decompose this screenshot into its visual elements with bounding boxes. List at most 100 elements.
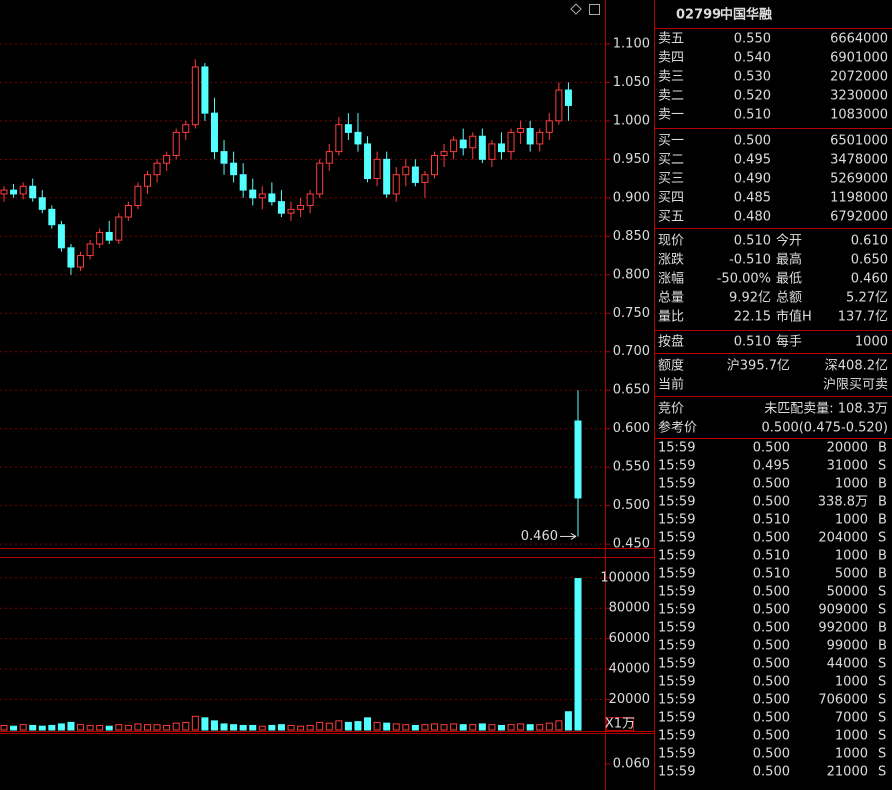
volume-bar xyxy=(210,720,218,731)
unit-label: X1万 xyxy=(605,717,635,732)
trade-side: S xyxy=(878,531,886,546)
trade-price: 0.510 xyxy=(753,567,790,582)
trade-side: B xyxy=(878,549,887,564)
candle-body xyxy=(38,197,46,210)
candle-body xyxy=(459,139,467,149)
volume-bar xyxy=(316,721,324,731)
volume-bar xyxy=(67,721,75,731)
candle-body xyxy=(134,185,142,206)
quote-cell: 涨幅 xyxy=(658,272,684,287)
trade-price: 0.495 xyxy=(753,459,790,474)
volume-bar xyxy=(488,724,496,731)
candle-body xyxy=(268,193,276,203)
volume-bar xyxy=(10,725,18,731)
candle-body xyxy=(364,143,372,180)
annotation-arrowhead xyxy=(570,533,577,540)
quote-cell: 总额 xyxy=(776,291,802,306)
trade-side: B xyxy=(878,495,887,510)
volume-bar xyxy=(268,724,276,731)
book-label: 买三 xyxy=(658,172,684,187)
volume-bar xyxy=(287,724,295,731)
candle-body xyxy=(239,174,247,191)
candle-body xyxy=(517,128,525,133)
trade-side: S xyxy=(878,747,886,762)
candle-body xyxy=(144,174,151,187)
candle-body xyxy=(440,151,448,156)
trade-volume: 1000 xyxy=(835,513,868,528)
quote-cell: 量比 xyxy=(658,310,684,325)
trade-volume: 31000 xyxy=(827,459,868,474)
volume-bar xyxy=(373,721,381,731)
candle-body xyxy=(297,205,305,210)
trade-time: 15:59 xyxy=(658,729,695,744)
trade-time: 15:59 xyxy=(658,621,695,636)
trade-volume: 1000 xyxy=(835,477,868,492)
candle-body xyxy=(163,154,171,164)
book-price: 0.495 xyxy=(734,153,771,168)
volume-bar xyxy=(478,723,486,731)
quote-cell: 未匹配卖量: 108.3万 xyxy=(764,402,888,417)
volume-bar xyxy=(383,722,391,731)
volume-bar xyxy=(220,723,228,731)
book-label: 卖四 xyxy=(658,51,684,66)
book-label: 卖二 xyxy=(658,89,684,104)
candle-body xyxy=(411,166,419,183)
book-price: 0.520 xyxy=(734,89,771,104)
y-tick-label: 0.500 xyxy=(613,498,650,513)
quote-cell: 竞价 xyxy=(658,401,684,417)
candle-body xyxy=(536,131,544,145)
volume-bar xyxy=(144,724,151,731)
volume-bar xyxy=(96,724,104,731)
book-label: 买二 xyxy=(658,153,684,168)
book-volume: 6792000 xyxy=(830,210,888,225)
candle-body xyxy=(77,255,85,268)
volume-bar xyxy=(421,724,429,731)
candle-body xyxy=(488,143,496,160)
candle-body xyxy=(497,143,505,153)
candle-body xyxy=(210,112,218,153)
volume-bar xyxy=(277,724,285,731)
candle-body xyxy=(431,154,438,176)
trade-time: 15:59 xyxy=(658,693,695,708)
quote-cell: 沪395.7亿 xyxy=(727,358,790,374)
volume-bar xyxy=(459,724,467,731)
quote-cell: 按盘 xyxy=(658,334,684,350)
volume-bar xyxy=(440,724,448,731)
book-volume: 6664000 xyxy=(830,32,888,47)
trade-price: 0.500 xyxy=(753,621,790,636)
quote-cell: 0.500(0.475-0.520) xyxy=(762,421,888,436)
candle-body xyxy=(545,120,553,133)
annotation: 0.460 xyxy=(521,529,558,544)
volume-bar xyxy=(335,720,343,731)
volume-bar xyxy=(364,717,372,731)
candle-body xyxy=(182,124,190,133)
trade-side: S xyxy=(878,657,886,672)
trade-price: 0.510 xyxy=(753,549,790,564)
candle-body xyxy=(48,208,56,226)
book-price: 0.480 xyxy=(734,210,771,225)
diamond-icon[interactable] xyxy=(570,3,582,15)
candle-body xyxy=(249,189,257,199)
volume-bar xyxy=(172,722,180,731)
trade-time: 15:59 xyxy=(658,747,695,762)
candle-body xyxy=(115,216,123,241)
volume-bar xyxy=(325,722,333,731)
book-volume: 2072000 xyxy=(830,70,888,85)
trade-price: 0.500 xyxy=(753,477,790,492)
trade-volume: 21000 xyxy=(827,765,868,780)
trade-volume: 99000 xyxy=(827,639,868,654)
quote-cell: -50.00% xyxy=(717,272,771,287)
trade-time: 15:59 xyxy=(658,477,695,492)
trade-time: 15:59 xyxy=(658,567,695,582)
window-icon[interactable] xyxy=(589,4,600,15)
volume-bar xyxy=(182,721,190,731)
book-price: 0.540 xyxy=(734,51,771,66)
trade-side: S xyxy=(878,711,886,726)
quote-cell: 深408.2亿 xyxy=(825,359,888,374)
trade-price: 0.500 xyxy=(753,531,790,546)
book-price: 0.490 xyxy=(734,172,771,187)
trade-time: 15:59 xyxy=(658,639,695,654)
trade-time: 15:59 xyxy=(658,603,695,618)
candle-body xyxy=(67,247,75,268)
trade-volume: 7000 xyxy=(835,711,868,726)
